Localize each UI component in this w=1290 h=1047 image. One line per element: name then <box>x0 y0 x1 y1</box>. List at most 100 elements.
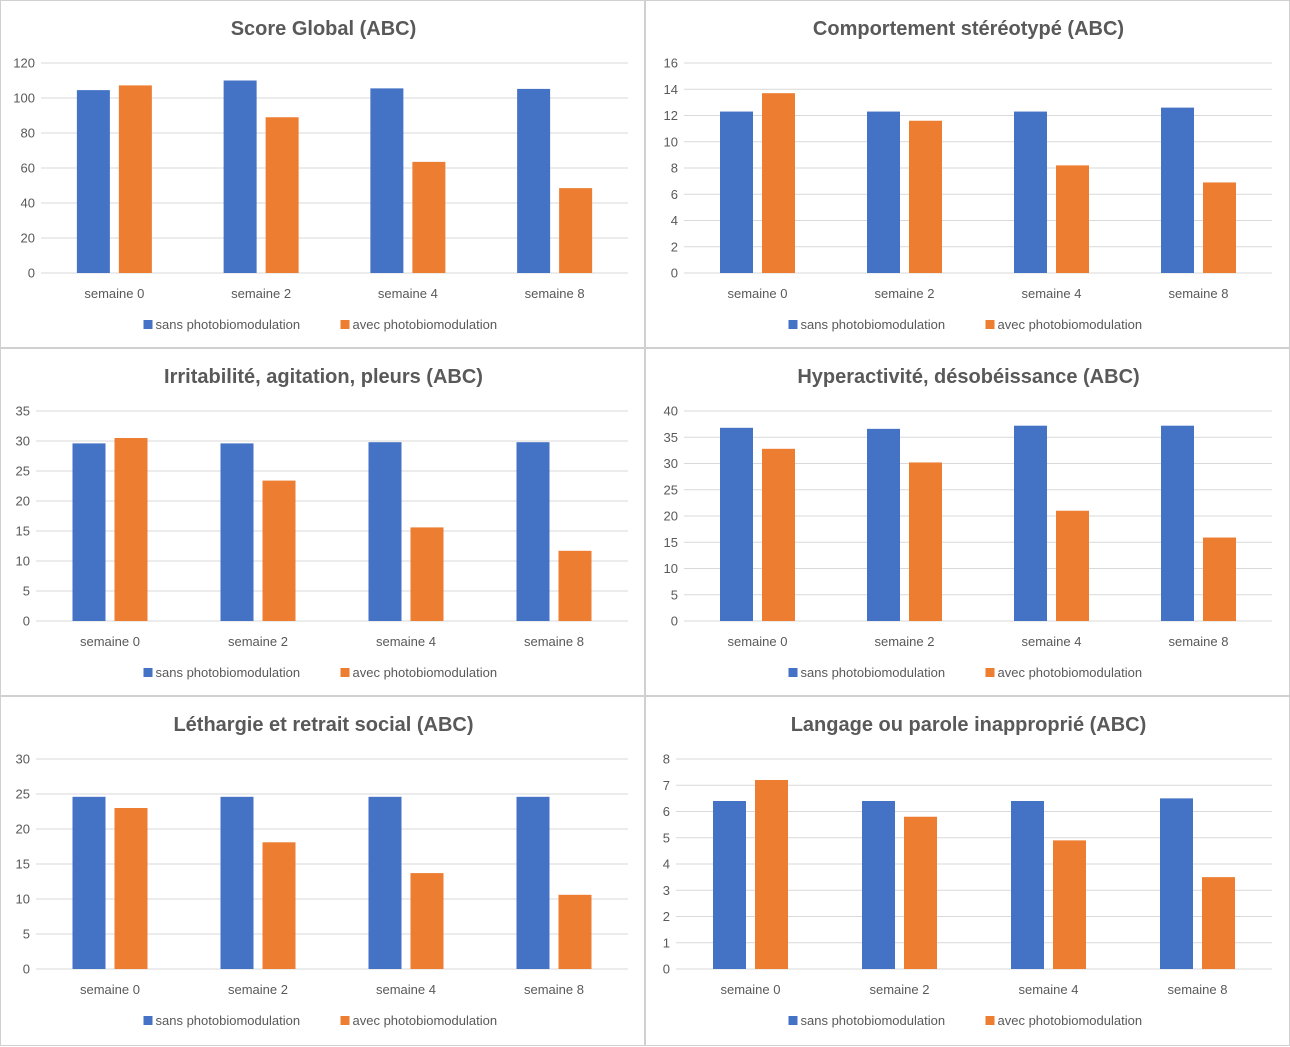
y-tick-label: 25 <box>16 787 30 802</box>
y-tick-label: 8 <box>663 752 670 767</box>
legend-swatch <box>985 1016 995 1025</box>
x-category-label: semaine 8 <box>525 286 585 301</box>
bar-sans-4 <box>517 88 551 274</box>
legend-swatch <box>340 668 350 677</box>
y-tick-label: 7 <box>663 778 670 793</box>
y-tick-label: 0 <box>23 614 30 629</box>
x-category-label: semaine 4 <box>378 286 438 301</box>
bar-sans-3 <box>1011 801 1044 969</box>
bar-avec-4 <box>558 894 592 969</box>
x-category-label: semaine 2 <box>231 286 291 301</box>
bar-chart: Comportement stéréotypé (ABC) 0 2 4 6 8 10 12 14… <box>664 18 1272 332</box>
legend-swatch <box>143 1016 153 1025</box>
bar-sans-2 <box>223 80 257 273</box>
x-category-label: semaine 2 <box>228 634 288 649</box>
x-category-label: semaine 4 <box>1022 286 1082 301</box>
bar-avec-1 <box>114 438 148 621</box>
y-tick-label: 25 <box>664 482 678 497</box>
bar-avec-2 <box>262 842 296 969</box>
bar-sans-2 <box>867 428 900 621</box>
bar-avec-3 <box>1056 510 1089 621</box>
y-tick-label: 15 <box>16 857 30 872</box>
x-category-label: semaine 2 <box>228 982 288 997</box>
y-tick-label: 12 <box>664 108 678 123</box>
chart-title: Hyperactivité, désobéissance (ABC) <box>797 366 1139 388</box>
x-category-label: semaine 0 <box>80 982 140 997</box>
y-tick-label: 10 <box>16 554 30 569</box>
bar-sans-1 <box>720 111 753 273</box>
y-tick-label: 0 <box>663 962 670 977</box>
bar-sans-2 <box>862 801 895 969</box>
legend-swatch <box>985 668 995 677</box>
legend-swatch <box>340 1016 350 1025</box>
legend-label: avec photobiomodulation <box>998 317 1143 332</box>
bar-avec-2 <box>909 120 942 273</box>
y-tick-label: 20 <box>16 822 30 837</box>
bar-chart: Léthargie et retrait social (ABC) 0 5 10 15 2… <box>16 714 628 1028</box>
legend-label: avec photobiomodulation <box>998 1013 1143 1028</box>
legend-swatch <box>143 668 153 677</box>
bar-avec-2 <box>904 816 937 969</box>
bar-sans-3 <box>1014 425 1047 621</box>
legend-label: avec photobiomodulation <box>353 1013 498 1028</box>
y-tick-label: 100 <box>13 91 35 106</box>
chart-title: Irritabilité, agitation, pleurs (ABC) <box>164 366 483 388</box>
bar-sans-2 <box>867 111 900 273</box>
x-category-label: semaine 8 <box>524 982 584 997</box>
y-tick-label: 60 <box>21 161 35 176</box>
y-tick-label: 5 <box>23 584 30 599</box>
x-category-label: semaine 0 <box>721 982 781 997</box>
bar-avec-2 <box>265 117 299 273</box>
x-category-label: semaine 8 <box>1169 634 1229 649</box>
bar-sans-1 <box>72 796 106 969</box>
x-category-label: semaine 2 <box>875 286 935 301</box>
y-tick-label: 25 <box>16 464 30 479</box>
x-category-label: semaine 4 <box>376 982 436 997</box>
bar-sans-3 <box>370 88 404 273</box>
bar-avec-1 <box>762 93 795 273</box>
y-tick-label: 2 <box>663 909 670 924</box>
bar-chart: Score Global (ABC) 0 20 40 60 80 100 120 semaine… <box>13 18 628 332</box>
bar-avec-4 <box>1203 182 1236 273</box>
bar-sans-1 <box>72 443 106 621</box>
bar-avec-1 <box>755 780 788 969</box>
bar-sans-2 <box>220 443 254 621</box>
chart-panel: Léthargie et retrait social (ABC) 0 5 10 15 2… <box>0 696 645 1046</box>
bar-sans-4 <box>1161 425 1194 621</box>
bar-sans-1 <box>76 90 110 273</box>
x-category-label: semaine 4 <box>1022 634 1082 649</box>
bar-avec-3 <box>1056 165 1089 273</box>
legend-label: avec photobiomodulation <box>998 665 1143 680</box>
bar-avec-3 <box>410 873 444 969</box>
x-category-label: semaine 2 <box>875 634 935 649</box>
bar-sans-2 <box>220 796 254 969</box>
y-tick-label: 15 <box>16 524 30 539</box>
chart-panel: Irritabilité, agitation, pleurs (ABC) 0 5 1… <box>0 348 645 696</box>
x-category-label: semaine 8 <box>1168 982 1228 997</box>
x-category-label: semaine 8 <box>524 634 584 649</box>
bar-avec-1 <box>762 448 795 621</box>
y-tick-label: 0 <box>28 266 35 281</box>
y-tick-label: 5 <box>663 830 670 845</box>
x-category-label: semaine 4 <box>376 634 436 649</box>
x-category-label: semaine 0 <box>728 634 788 649</box>
y-tick-label: 16 <box>664 56 678 71</box>
chart-title: Léthargie et retrait social (ABC) <box>173 714 473 736</box>
bar-sans-1 <box>713 801 746 969</box>
legend-label: sans photobiomodulation <box>156 665 301 680</box>
y-tick-label: 30 <box>16 752 30 767</box>
y-tick-label: 6 <box>663 804 670 819</box>
y-tick-label: 40 <box>21 196 35 211</box>
y-tick-label: 0 <box>671 614 678 629</box>
y-tick-label: 1 <box>663 935 670 950</box>
y-tick-label: 5 <box>671 587 678 602</box>
chart-title: Langage ou parole inapproprié (ABC) <box>791 714 1147 736</box>
bar-avec-2 <box>262 480 296 621</box>
x-category-label: semaine 0 <box>728 286 788 301</box>
legend-label: avec photobiomodulation <box>353 665 498 680</box>
bar-sans-4 <box>516 442 550 621</box>
y-tick-label: 20 <box>664 509 678 524</box>
legend-swatch <box>788 1016 798 1025</box>
y-tick-label: 30 <box>664 456 678 471</box>
